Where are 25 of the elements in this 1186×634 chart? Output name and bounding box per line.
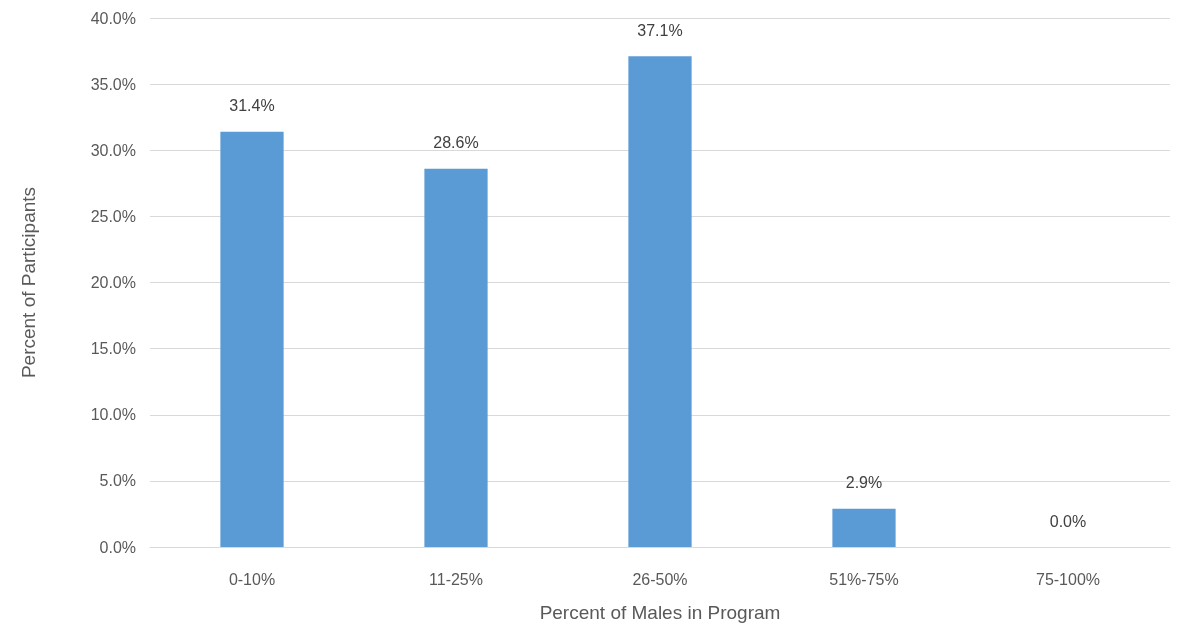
data-label: 0.0%: [1049, 512, 1087, 530]
x-tick-label: 0-10%: [228, 570, 276, 588]
y-axis-title: Percent of Participants: [18, 186, 39, 379]
y-tick-label: 15.0%: [90, 340, 136, 358]
y-tick-label: 10.0%: [90, 406, 136, 424]
y-tick-label: 25.0%: [90, 207, 136, 225]
x-tick-label: 26-50%: [632, 570, 688, 588]
y-tick-label: 5.0%: [99, 472, 136, 490]
bar: [424, 168, 488, 547]
y-tick-label: 20.0%: [90, 274, 136, 291]
y-tick-label: 30.0%: [90, 141, 136, 159]
y-tick-label: 0.0%: [99, 538, 136, 556]
data-label: 2.9%: [845, 474, 883, 492]
bar: [220, 131, 284, 547]
x-tick-label: 75-100%: [1035, 570, 1101, 588]
data-label: 31.4%: [229, 97, 275, 115]
y-tick-label: 35.0%: [90, 75, 136, 93]
x-tick-label: 51%-75%: [829, 570, 899, 588]
x-tick-label: 11-25%: [429, 570, 483, 588]
data-label: 37.1%: [637, 21, 683, 39]
bar: [628, 56, 692, 547]
x-axis-title: Percent of Males in Program: [539, 602, 781, 623]
data-label: 28.6%: [433, 134, 479, 152]
bar: [832, 508, 896, 547]
y-tick-label: 40.0%: [90, 9, 136, 27]
